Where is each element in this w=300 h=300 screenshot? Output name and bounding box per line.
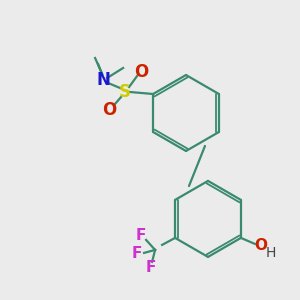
Text: F: F (132, 246, 142, 261)
Text: F: F (146, 260, 156, 275)
Text: O: O (254, 238, 267, 253)
Text: F: F (136, 228, 146, 243)
Text: S: S (119, 83, 131, 101)
Text: O: O (102, 101, 116, 119)
Text: H: H (266, 246, 276, 260)
Text: O: O (134, 63, 148, 81)
Text: N: N (96, 71, 110, 89)
